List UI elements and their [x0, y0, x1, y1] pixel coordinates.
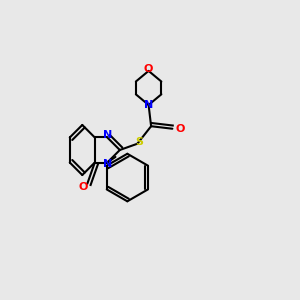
- Text: O: O: [175, 124, 184, 134]
- Text: N: N: [144, 100, 153, 110]
- Text: N: N: [103, 159, 112, 169]
- Text: O: O: [78, 182, 88, 192]
- Text: S: S: [135, 137, 143, 147]
- Text: O: O: [144, 64, 153, 74]
- Text: N: N: [103, 130, 112, 140]
